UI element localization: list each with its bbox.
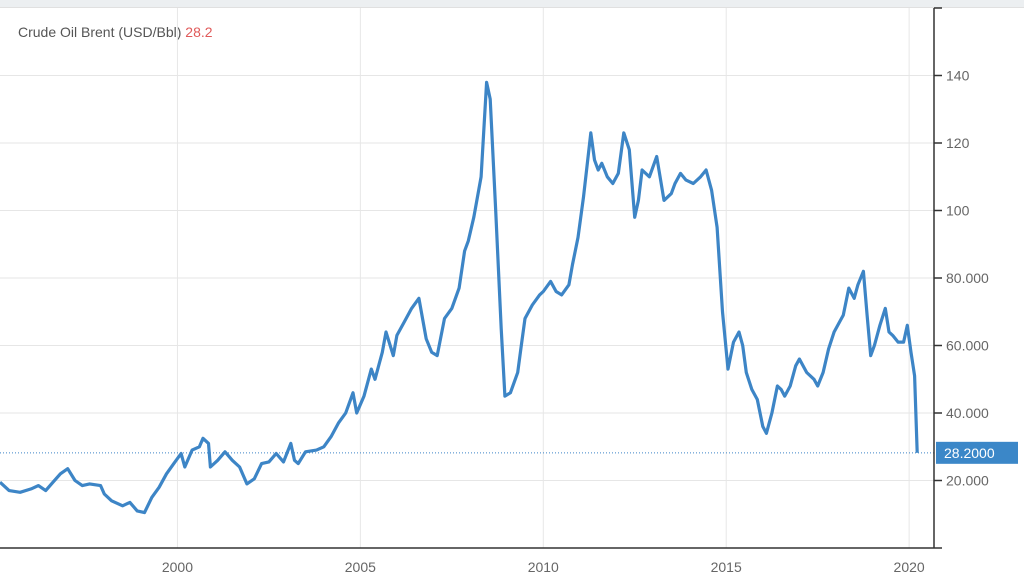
top-bar [0,0,1024,8]
chart-title: Crude Oil Brent (USD/Bbl) 28.2 [18,24,213,40]
y-tick-label: 100 [946,203,970,219]
series [0,80,934,515]
y-tick-label: 20.000 [946,473,989,489]
x-tick-label: 2020 [894,559,925,575]
y-tick-label: 140 [946,68,970,84]
y-tick-label: 60.000 [946,338,989,354]
y-tick-label: 40.000 [946,405,989,421]
chart-title-text: Crude Oil Brent (USD/Bbl) [18,24,182,40]
x-tick-label: 2015 [711,559,742,575]
y-tick-label: 80.000 [946,270,989,286]
axes: 140 120 100 80.000 60.000 40.000 20.000 2000 200… [0,7,1018,575]
last-value-badge-label: 28.2000 [944,445,995,461]
grid [0,8,934,548]
y-tick-label: 120 [946,135,970,151]
x-tick-label: 2010 [528,559,559,575]
x-tick-label: 2000 [162,559,193,575]
last-value: 28.2 [185,24,213,40]
x-tick-label: 2005 [345,559,376,575]
price-line [0,80,919,515]
last-value-badge [936,441,1018,464]
